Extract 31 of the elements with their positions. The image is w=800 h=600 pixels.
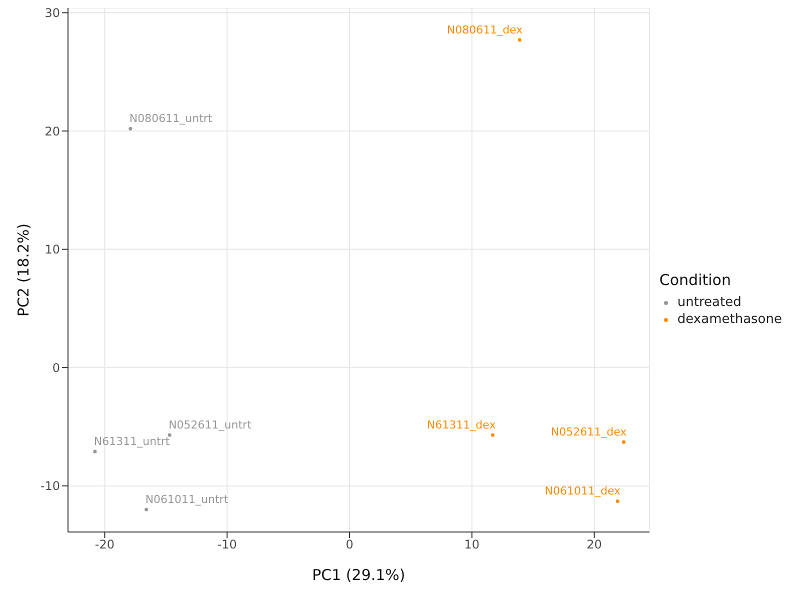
x-tick-label: -10: [217, 538, 237, 552]
y-tick-label: 30: [44, 6, 60, 20]
annotation: N061011_dex: [544, 484, 622, 498]
y-tick-label: 20: [44, 124, 60, 138]
x-tick-label: 20: [586, 538, 602, 552]
legend-label: untreated: [677, 295, 742, 310]
point: [128, 126, 132, 130]
legend-label: dexamethasone: [677, 312, 782, 327]
point: [518, 38, 522, 42]
y-tick-label: 0: [52, 360, 60, 375]
x-axis-title: PC1 (29.1%): [312, 566, 406, 584]
y-axis-title: PC2 (18.2%): [14, 223, 32, 317]
point: [490, 433, 495, 437]
annotation: N052611_untrt: [168, 418, 252, 432]
annotation: N052611_dex: [550, 426, 628, 439]
x-tick-label: 0: [346, 538, 354, 552]
y-tick-label: -10: [40, 479, 60, 494]
point: [168, 433, 172, 437]
point: [93, 450, 97, 454]
x-tick-label: 10: [464, 538, 480, 552]
annotation: N080611_dex: [446, 23, 524, 36]
point: [622, 440, 626, 444]
y-tick-label: 10: [44, 242, 60, 257]
x-tick-label: -20: [94, 538, 115, 552]
legend-title: Condition: [659, 271, 732, 289]
point: [144, 508, 148, 512]
annotation: N61311_untrt: [94, 435, 170, 448]
point: [616, 499, 620, 504]
annotation: N61311_dex: [426, 418, 496, 432]
annotation: N061011_untrt: [145, 493, 229, 506]
annotation: N080611_untrt: [129, 112, 213, 126]
